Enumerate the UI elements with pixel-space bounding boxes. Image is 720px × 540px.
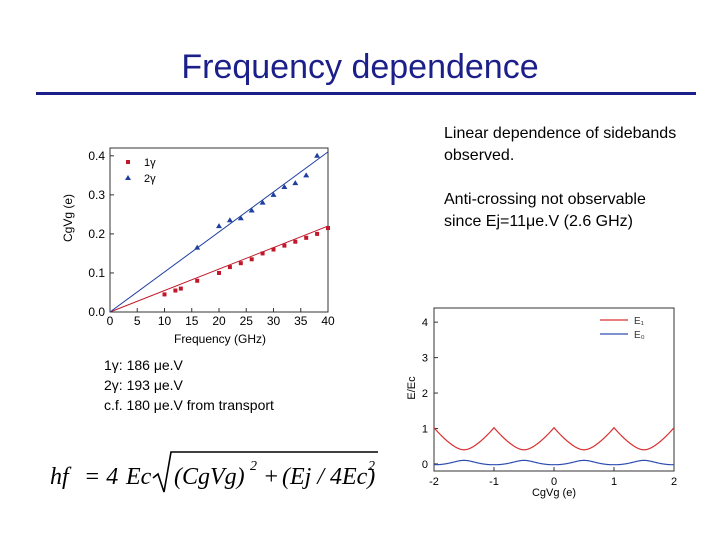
energy-band-chart: -2 -1 0 1 2 0 1 2 3 4 E₁ E₀ CgVg (e) E/Ec (406, 307, 677, 499)
data-point-2gamma (281, 184, 288, 190)
x-tick-label: 15 (185, 314, 199, 328)
data-point-2gamma (259, 199, 266, 205)
legend-marker (126, 160, 130, 164)
energy-formula: hf = 4 Ec (CgVg) 2 + (Ej / 4Ec) 2 (50, 451, 378, 493)
note-linear-dependence: Linear dependence of sidebands observed. (444, 125, 677, 164)
fit-result-1gamma: 1γ: 186 μe.V (104, 357, 183, 373)
x-tick-label: 35 (294, 314, 308, 328)
x-tick-label: 20 (212, 314, 226, 328)
y-tick-label: 0.1 (88, 266, 105, 280)
fit-result-2gamma: 2γ: 193 μe.V (104, 377, 183, 393)
formula-term2: (Ej / 4Ec) (282, 464, 375, 490)
x-tick-label: 25 (240, 314, 254, 328)
x-tick-label: 0 (551, 476, 557, 488)
fit-line (109, 225, 329, 313)
legend-label: 1γ (144, 157, 156, 169)
data-point-2gamma (314, 152, 321, 158)
data-point-1gamma (217, 270, 221, 275)
x-tick-label: 5 (134, 314, 141, 328)
data-point-2gamma (194, 244, 201, 250)
formula-term1: (CgVg) (174, 464, 245, 490)
data-point-1gamma (227, 265, 232, 270)
y-tick-label: 0.2 (88, 227, 105, 241)
data-point-2gamma (248, 207, 255, 213)
formula-exp2: 2 (368, 459, 375, 474)
x-tick-label: 30 (267, 314, 281, 328)
data-point-1gamma (238, 261, 243, 266)
data-point-1gamma (304, 235, 309, 240)
x-tick-label: 40 (321, 314, 335, 328)
y-tick-label: 0 (422, 459, 428, 471)
x-tick-label: -1 (489, 476, 499, 488)
frequency-chart-ylabel: CgVg (e) (61, 194, 75, 242)
formula-eq: = 4 (84, 464, 118, 490)
y-tick-label: 2 (422, 388, 428, 400)
y-tick-label: 0.3 (88, 188, 105, 202)
frequency-chart-xlabel: Frequency (GHz) (174, 332, 266, 346)
title-divider (36, 92, 696, 95)
data-point-1gamma (293, 239, 298, 244)
data-point-1gamma (315, 231, 320, 236)
x-tick-label: 1 (611, 476, 617, 488)
energy-band-chart-curves (433, 426, 675, 466)
y-tick-label: 0.0 (88, 305, 105, 319)
x-tick-label: -2 (429, 476, 439, 488)
data-point-1gamma (249, 257, 254, 262)
x-tick-label: 0 (107, 314, 114, 328)
data-point-2gamma (226, 217, 233, 223)
data-point-1gamma (178, 286, 183, 291)
note-anti-crossing: Anti-crossing not observable since Ej=11… (444, 191, 646, 230)
data-point-1gamma (162, 292, 167, 297)
data-point-1gamma (173, 288, 178, 293)
energy-band-chart-xlabel: CgVg (e) (532, 487, 576, 499)
frequency-chart-points (162, 152, 330, 297)
data-point-1gamma (260, 251, 265, 256)
data-point-1gamma (326, 226, 330, 231)
energy-band-chart-ylabel: E/Ec (406, 376, 418, 400)
data-point-2gamma (292, 180, 299, 186)
slide-title: Frequency dependence (181, 48, 539, 86)
data-point-1gamma (271, 247, 276, 252)
fit-line (109, 151, 329, 313)
formula-coef: Ec (125, 464, 152, 490)
fit-results: 1γ: 186 μe.V 2γ: 193 μe.V c.f. 180 μe.V … (104, 355, 274, 415)
data-point-2gamma (216, 223, 222, 229)
sqrt-sign (152, 451, 378, 493)
frequency-chart-fit-lines (109, 151, 329, 313)
y-tick-label: 3 (422, 353, 428, 365)
data-point-2gamma (237, 215, 244, 221)
energy-band-chart-legend: E₁ E₀ (600, 316, 645, 341)
fit-result-transport: c.f. 180 μe.V from transport (104, 397, 274, 413)
energy-band-chart-axes: -2 -1 0 1 2 0 1 2 3 4 (422, 307, 677, 488)
formula-lhs: hf (50, 464, 72, 490)
curve-e0 (433, 459, 675, 466)
legend-label: 2γ (144, 173, 156, 185)
formula-plus: + (263, 464, 279, 490)
y-tick-label: 0.4 (88, 149, 105, 163)
y-tick-label: 4 (422, 317, 428, 329)
legend-marker (125, 175, 131, 180)
data-point-2gamma (270, 191, 277, 197)
x-tick-label: 2 (671, 476, 677, 488)
data-point-2gamma (303, 172, 310, 178)
formula-exp1: 2 (250, 459, 257, 474)
data-point-1gamma (195, 278, 200, 283)
curve-e1 (433, 426, 675, 451)
legend-label: E₀ (634, 330, 645, 341)
y-tick-label: 1 (422, 423, 428, 435)
data-point-1gamma (282, 243, 287, 248)
legend-label: E₁ (634, 316, 645, 327)
x-tick-label: 10 (158, 314, 172, 328)
